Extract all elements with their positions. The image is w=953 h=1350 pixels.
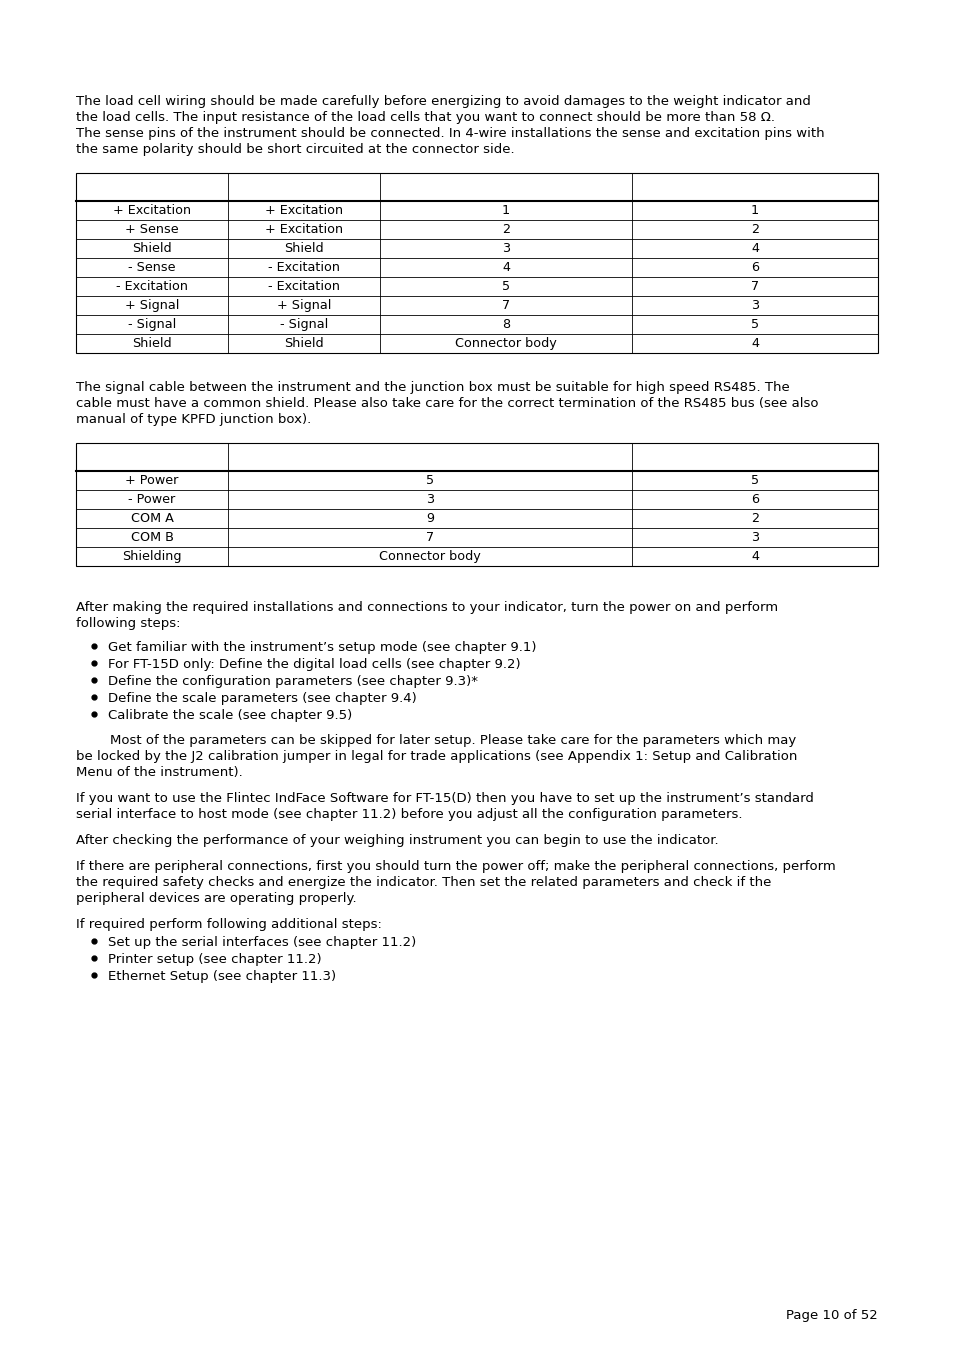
Text: 3: 3 <box>501 242 510 255</box>
Text: Printer setup (see chapter 11.2): Printer setup (see chapter 11.2) <box>108 953 321 967</box>
Text: 2: 2 <box>501 223 510 236</box>
Text: Shield: Shield <box>132 338 172 350</box>
Text: 3: 3 <box>425 493 434 506</box>
Text: If required perform following additional steps:: If required perform following additional… <box>76 918 381 932</box>
Text: After checking the performance of your weighing instrument you can begin to use : After checking the performance of your w… <box>76 834 718 846</box>
Text: - Excitation: - Excitation <box>268 279 339 293</box>
Text: COM B: COM B <box>131 531 173 544</box>
Text: The sense pins of the instrument should be connected. In 4-wire installations th: The sense pins of the instrument should … <box>76 127 823 140</box>
Text: the required safety checks and energize the indicator. Then set the related para: the required safety checks and energize … <box>76 876 771 890</box>
Text: - Excitation: - Excitation <box>116 279 188 293</box>
Text: The signal cable between the instrument and the junction box must be suitable fo: The signal cable between the instrument … <box>76 381 789 394</box>
Text: Connector body: Connector body <box>455 338 557 350</box>
Text: Connector body: Connector body <box>378 549 480 563</box>
Bar <box>76 173 877 352</box>
Text: + Excitation: + Excitation <box>112 204 191 217</box>
Text: Menu of the instrument).: Menu of the instrument). <box>76 765 242 779</box>
Text: 1: 1 <box>750 204 759 217</box>
Text: - Excitation: - Excitation <box>268 261 339 274</box>
Text: Shielding: Shielding <box>122 549 182 563</box>
Text: - Power: - Power <box>129 493 175 506</box>
Bar <box>76 443 877 566</box>
Text: 6: 6 <box>750 261 759 274</box>
Text: Shield: Shield <box>284 242 323 255</box>
Text: If you want to use the Flintec IndFace Software for FT-15(D) then you have to se: If you want to use the Flintec IndFace S… <box>76 792 813 805</box>
Text: 1: 1 <box>501 204 510 217</box>
Text: serial interface to host mode (see chapter 11.2) before you adjust all the confi: serial interface to host mode (see chapt… <box>76 809 741 821</box>
Text: 2: 2 <box>750 223 759 236</box>
Text: 4: 4 <box>750 338 759 350</box>
Text: For FT-15D only: Define the digital load cells (see chapter 9.2): For FT-15D only: Define the digital load… <box>108 657 520 671</box>
Text: After making the required installations and connections to your indicator, turn : After making the required installations … <box>76 601 778 614</box>
Text: 5: 5 <box>425 474 434 487</box>
Text: Shield: Shield <box>284 338 323 350</box>
Text: Shield: Shield <box>132 242 172 255</box>
Text: 5: 5 <box>501 279 510 293</box>
Text: 4: 4 <box>750 549 759 563</box>
Text: the same polarity should be short circuited at the connector side.: the same polarity should be short circui… <box>76 143 514 157</box>
Text: 9: 9 <box>426 512 434 525</box>
Text: 7: 7 <box>750 279 759 293</box>
Text: 4: 4 <box>501 261 510 274</box>
Text: 8: 8 <box>501 319 510 331</box>
Text: Ethernet Setup (see chapter 11.3): Ethernet Setup (see chapter 11.3) <box>108 971 335 983</box>
Text: + Signal: + Signal <box>125 298 179 312</box>
Text: COM A: COM A <box>131 512 173 525</box>
Text: 6: 6 <box>750 493 759 506</box>
Text: - Sense: - Sense <box>128 261 175 274</box>
Text: - Signal: - Signal <box>279 319 328 331</box>
Text: 3: 3 <box>750 298 759 312</box>
Text: manual of type KPFD junction box).: manual of type KPFD junction box). <box>76 413 311 427</box>
Text: Define the scale parameters (see chapter 9.4): Define the scale parameters (see chapter… <box>108 693 416 705</box>
Text: + Excitation: + Excitation <box>265 204 343 217</box>
Text: + Excitation: + Excitation <box>265 223 343 236</box>
Text: 4: 4 <box>750 242 759 255</box>
Text: If there are peripheral connections, first you should turn the power off; make t: If there are peripheral connections, fir… <box>76 860 835 873</box>
Text: + Sense: + Sense <box>125 223 178 236</box>
Text: Set up the serial interfaces (see chapter 11.2): Set up the serial interfaces (see chapte… <box>108 936 416 949</box>
Text: Define the configuration parameters (see chapter 9.3)*: Define the configuration parameters (see… <box>108 675 477 688</box>
Text: 3: 3 <box>750 531 759 544</box>
Text: the load cells. The input resistance of the load cells that you want to connect : the load cells. The input resistance of … <box>76 111 774 124</box>
Text: cable must have a common shield. Please also take care for the correct terminati: cable must have a common shield. Please … <box>76 397 818 410</box>
Text: + Power: + Power <box>125 474 178 487</box>
Text: 7: 7 <box>425 531 434 544</box>
Text: - Signal: - Signal <box>128 319 176 331</box>
Text: peripheral devices are operating properly.: peripheral devices are operating properl… <box>76 892 356 904</box>
Text: The load cell wiring should be made carefully before energizing to avoid damages: The load cell wiring should be made care… <box>76 95 810 108</box>
Text: 2: 2 <box>750 512 759 525</box>
Text: Get familiar with the instrument’s setup mode (see chapter 9.1): Get familiar with the instrument’s setup… <box>108 641 536 653</box>
Text: Calibrate the scale (see chapter 9.5): Calibrate the scale (see chapter 9.5) <box>108 709 352 722</box>
Text: 5: 5 <box>750 319 759 331</box>
Text: be locked by the J2 calibration jumper in legal for trade applications (see Appe: be locked by the J2 calibration jumper i… <box>76 751 797 763</box>
Text: Page 10 of 52: Page 10 of 52 <box>785 1310 877 1322</box>
Text: following steps:: following steps: <box>76 617 180 630</box>
Text: 7: 7 <box>501 298 510 312</box>
Text: 5: 5 <box>750 474 759 487</box>
Text: + Signal: + Signal <box>276 298 331 312</box>
Text: Most of the parameters can be skipped for later setup. Please take care for the : Most of the parameters can be skipped fo… <box>76 734 796 747</box>
